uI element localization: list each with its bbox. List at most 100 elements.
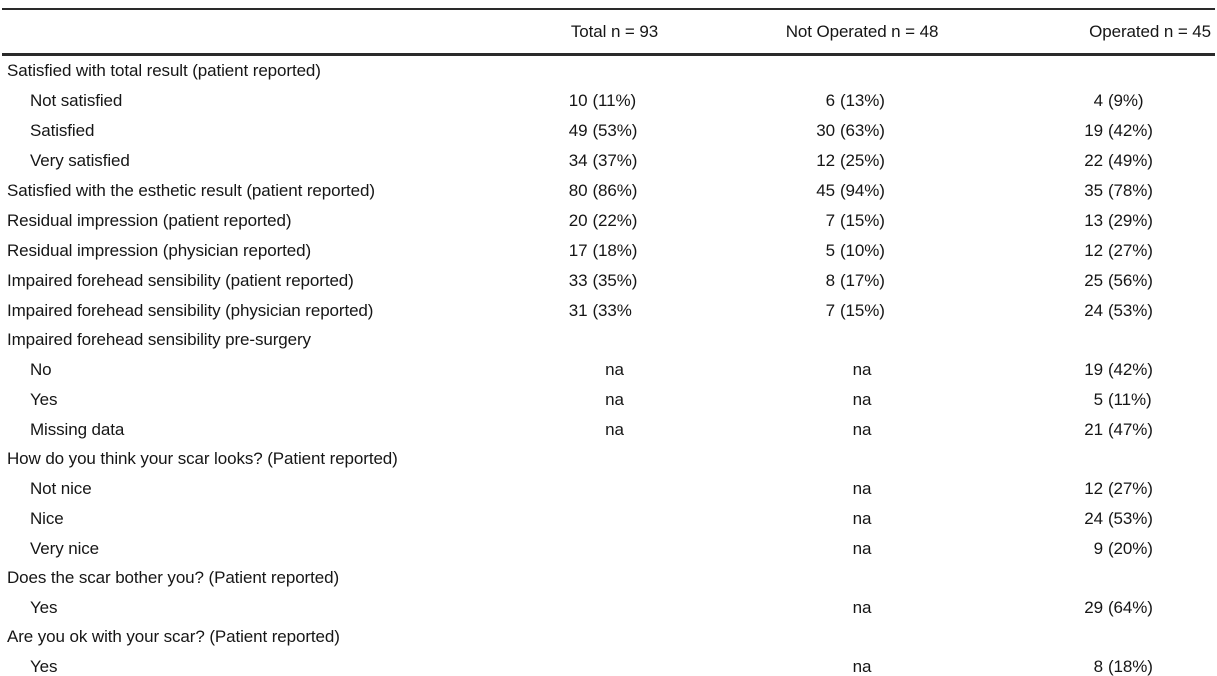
cell-operated: 4 (9%) bbox=[987, 85, 1215, 115]
cell-total bbox=[492, 444, 737, 473]
table-row: Impaired forehead sensibility (patient r… bbox=[2, 265, 1215, 295]
row-label: Missing data bbox=[30, 419, 125, 439]
value-total: na bbox=[605, 390, 624, 410]
value-not_operated: na bbox=[852, 360, 872, 380]
value-total: 20 (22%) bbox=[568, 211, 638, 231]
table-row: Nice na 24 (53%) bbox=[2, 503, 1215, 533]
cell-not_operated: na bbox=[737, 354, 987, 384]
header-row: Total n = 93 Not Operated n = 48 Operate… bbox=[2, 9, 1215, 56]
cell-total: 17 (18%) bbox=[492, 235, 737, 265]
value-operated: 19 (42%) bbox=[1084, 360, 1153, 380]
cell-operated bbox=[987, 444, 1215, 473]
value-not_operated: 12 (25%) bbox=[816, 151, 885, 171]
cell-operated: 35 (78%) bbox=[987, 175, 1215, 205]
cell-total bbox=[492, 563, 737, 592]
cell-operated: 19 (42%) bbox=[987, 115, 1215, 145]
cell-operated bbox=[987, 325, 1215, 354]
row-label: How do you think your scar looks? (Patie… bbox=[7, 449, 398, 469]
row-label: Yes bbox=[30, 656, 58, 676]
cell-operated: 22 (49%) bbox=[987, 145, 1215, 175]
cell-total: na bbox=[492, 384, 737, 414]
cell-not_operated bbox=[737, 563, 987, 592]
cell-not_operated: 45 (94%) bbox=[737, 175, 987, 205]
cell-total bbox=[492, 325, 737, 354]
table-body: Satisfied with total result (patient rep… bbox=[2, 55, 1215, 676]
cell-not_operated: na bbox=[737, 503, 987, 533]
value-operated: 29 (64%) bbox=[1084, 598, 1153, 618]
row-label: Residual impression (patient reported) bbox=[7, 210, 292, 230]
row-label: Satisfied bbox=[30, 120, 95, 140]
cell-total: 34 (37%) bbox=[492, 145, 737, 175]
cell-not_operated: na bbox=[737, 651, 987, 676]
row-label: Residual impression (physician reported) bbox=[7, 240, 312, 260]
cell-total bbox=[492, 503, 737, 533]
value-total: na bbox=[605, 360, 624, 380]
value-operated: 13 (29%) bbox=[1084, 211, 1153, 231]
cell-operated: 12 (27%) bbox=[987, 235, 1215, 265]
results-table: Total n = 93 Not Operated n = 48 Operate… bbox=[2, 8, 1215, 676]
cell-operated bbox=[987, 563, 1215, 592]
value-operated: 22 (49%) bbox=[1084, 151, 1153, 171]
table-row: Very satisfied 34 (37%) 12 (25%) 22 (49%) bbox=[2, 145, 1215, 175]
cell-total: 49 (53%) bbox=[492, 115, 737, 145]
table-header: Total n = 93 Not Operated n = 48 Operate… bbox=[2, 9, 1215, 56]
cell-operated: 19 (42%) bbox=[987, 354, 1215, 384]
cell-not_operated: 8 (17%) bbox=[737, 265, 987, 295]
cell-not_operated: na bbox=[737, 384, 987, 414]
value-total: 33 (35%) bbox=[568, 271, 638, 291]
value-operated: 24 (53%) bbox=[1084, 509, 1153, 529]
table-row: Residual impression (physician reported)… bbox=[2, 235, 1215, 265]
column-header-total: Total n = 93 bbox=[492, 9, 737, 56]
value-not_operated: na bbox=[852, 598, 872, 618]
table-row: Yes na 8 (18%) bbox=[2, 651, 1215, 676]
row-label: Very nice bbox=[30, 538, 100, 558]
cell-operated bbox=[987, 55, 1215, 86]
cell-operated: 9 (20%) bbox=[987, 533, 1215, 563]
cell-not_operated: na bbox=[737, 592, 987, 622]
table-row: Not nice na 12 (27%) bbox=[2, 473, 1215, 503]
value-operated: 5 (11%) bbox=[1093, 390, 1152, 410]
value-not_operated: na bbox=[852, 479, 872, 499]
table-row: Very nice na 9 (20%) bbox=[2, 533, 1215, 563]
table-row: Missing data na na 21 (47%) bbox=[2, 414, 1215, 444]
cell-operated: 29 (64%) bbox=[987, 592, 1215, 622]
column-header-not-operated: Not Operated n = 48 bbox=[737, 9, 987, 56]
row-label: Impaired forehead sensibility (physician… bbox=[7, 300, 374, 320]
value-operated: 21 (47%) bbox=[1084, 420, 1153, 440]
value-not_operated: 45 (94%) bbox=[816, 181, 885, 201]
value-not_operated: na bbox=[852, 420, 872, 440]
value-total: 31 (33% bbox=[568, 301, 632, 321]
value-total: na bbox=[605, 420, 624, 440]
value-operated: 4 (9%) bbox=[1093, 91, 1144, 111]
table-row: No na na 19 (42%) bbox=[2, 354, 1215, 384]
cell-not_operated: 6 (13%) bbox=[737, 85, 987, 115]
cell-total bbox=[492, 533, 737, 563]
table-row: Impaired forehead sensibility (physician… bbox=[2, 295, 1215, 325]
table-row: Satisfied with total result (patient rep… bbox=[2, 55, 1215, 86]
table-row: Yes na na 5 (11%) bbox=[2, 384, 1215, 414]
value-not_operated: 7 (15%) bbox=[825, 211, 885, 231]
cell-not_operated: na bbox=[737, 533, 987, 563]
row-label: Yes bbox=[30, 389, 58, 409]
value-not_operated: 6 (13%) bbox=[825, 91, 885, 111]
value-operated: 35 (78%) bbox=[1084, 181, 1153, 201]
cell-total bbox=[492, 473, 737, 503]
column-header-blank bbox=[2, 9, 492, 56]
value-not_operated: na bbox=[852, 657, 872, 676]
value-not_operated: na bbox=[852, 390, 872, 410]
table-row: Does the scar bother you? (Patient repor… bbox=[2, 563, 1215, 592]
cell-not_operated: 5 (10%) bbox=[737, 235, 987, 265]
value-operated: 8 (18%) bbox=[1093, 657, 1153, 676]
cell-total bbox=[492, 55, 737, 86]
cell-not_operated: 12 (25%) bbox=[737, 145, 987, 175]
cell-operated bbox=[987, 622, 1215, 651]
value-total: 49 (53%) bbox=[568, 121, 638, 141]
cell-operated: 13 (29%) bbox=[987, 205, 1215, 235]
cell-operated: 24 (53%) bbox=[987, 503, 1215, 533]
table-row: Satisfied with the esthetic result (pati… bbox=[2, 175, 1215, 205]
cell-total bbox=[492, 622, 737, 651]
value-operated: 19 (42%) bbox=[1084, 121, 1153, 141]
row-label: Does the scar bother you? (Patient repor… bbox=[7, 568, 340, 588]
table-row: How do you think your scar looks? (Patie… bbox=[2, 444, 1215, 473]
value-total: 34 (37%) bbox=[568, 151, 638, 171]
